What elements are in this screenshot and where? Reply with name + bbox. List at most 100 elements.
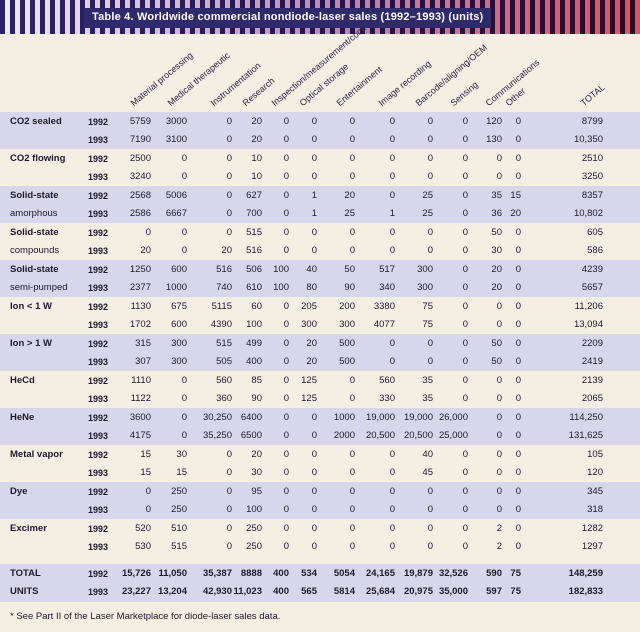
value-cell: 0 xyxy=(389,504,395,515)
year-cell: 1992 xyxy=(88,413,109,423)
table-row: 1993 23,227 13,204 42,930 11,023 400 565 5814 25… xyxy=(0,583,640,601)
value-cell: 0 xyxy=(226,504,232,515)
value-cell: 0 xyxy=(515,245,521,256)
column-headers: Material processing Medical therapeutic In… xyxy=(0,18,640,112)
value-cell: 0 xyxy=(145,504,151,515)
value-cell: 0 xyxy=(311,245,317,256)
value-cell: 0 xyxy=(496,449,502,460)
value-cell: 8357 xyxy=(581,190,603,201)
value-cell: 95 xyxy=(251,486,262,497)
value-cell: 0 xyxy=(226,171,232,182)
value-cell: 15 xyxy=(140,449,151,460)
value-cell: 0 xyxy=(427,153,433,164)
value-cell: 0 xyxy=(349,449,355,460)
value-cell: 0 xyxy=(226,467,232,478)
value-cell: 0 xyxy=(311,134,317,145)
value-cell: 0 xyxy=(311,504,317,515)
year-cell: 1993 xyxy=(88,172,109,182)
value-cell: 0 xyxy=(496,301,502,312)
value-cell: 0 xyxy=(349,171,355,182)
value-cell: 0 xyxy=(283,523,289,534)
value-cell: 0 xyxy=(515,486,521,497)
value-cell: 250 xyxy=(246,523,262,534)
value-cell: 20 xyxy=(491,282,502,293)
value-cell: 0 xyxy=(283,190,289,201)
value-cell: 100 xyxy=(246,504,262,515)
value-cell: 515 xyxy=(216,338,232,349)
table-row: 1992 1250 600 516 506 100 40 50 517 300 0 20 0 4239 So… xyxy=(0,261,640,279)
value-cell: 11,206 xyxy=(574,301,603,312)
value-cell: 675 xyxy=(171,301,187,312)
column-header: TOTAL xyxy=(578,82,607,108)
value-cell: 600 xyxy=(171,264,187,275)
value-cell: 75 xyxy=(510,586,521,597)
table-title: Table 4. Worldwide commercial nondiode-l… xyxy=(84,8,492,28)
value-cell: 0 xyxy=(349,541,355,552)
value-cell: 0 xyxy=(349,523,355,534)
value-cell: 40 xyxy=(422,449,433,460)
value-cell: 0 xyxy=(389,171,395,182)
table-row: 1993 2586 6667 0 700 0 1 25 1 25 0 36 20 10,802 amorph… xyxy=(0,205,640,223)
value-cell: 0 xyxy=(427,356,433,367)
value-cell: 20 xyxy=(306,338,317,349)
laser-type-label: Ion < 1 W xyxy=(10,301,52,312)
value-cell: 20,975 xyxy=(403,586,433,597)
year-cell: 1993 xyxy=(88,431,109,441)
table-row: 1993 1702 600 4390 100 0 300 300 4077 75 0 0 0 13,094 xyxy=(0,316,640,334)
value-cell: 510 xyxy=(171,523,187,534)
value-cell: 0 xyxy=(427,504,433,515)
value-cell: 0 xyxy=(427,134,433,145)
value-cell: 0 xyxy=(311,486,317,497)
value-cell: 0 xyxy=(311,467,317,478)
value-cell: 15 xyxy=(140,467,151,478)
value-cell: 130 xyxy=(486,134,502,145)
value-cell: 20,500 xyxy=(403,430,433,441)
value-cell: 400 xyxy=(273,586,289,597)
value-cell: 0 xyxy=(311,449,317,460)
value-cell: 0 xyxy=(515,467,521,478)
value-cell: 1702 xyxy=(129,319,151,330)
value-cell: 100 xyxy=(273,264,289,275)
value-cell: 0 xyxy=(496,153,502,164)
value-cell: 0 xyxy=(427,171,433,182)
value-cell: 565 xyxy=(301,586,317,597)
value-cell: 0 xyxy=(462,467,468,478)
value-cell: 25 xyxy=(344,208,355,219)
table-row: 1992 1130 675 5115 60 0 205 200 3380 75 0 0 0 11,206 I… xyxy=(0,298,640,316)
value-cell: 0 xyxy=(427,486,433,497)
year-cell: 1992 xyxy=(88,302,109,312)
table-row: 1993 530 515 0 250 0 0 0 0 0 0 2 0 1297 xyxy=(0,538,640,556)
value-cell: 100 xyxy=(273,282,289,293)
value-cell: 560 xyxy=(216,375,232,386)
laser-type-group: 1992 520 510 0 250 0 0 0 0 0 0 2 0 1282 Excimer 1993 530… xyxy=(0,519,640,556)
value-cell: 0 xyxy=(283,356,289,367)
value-cell: 5006 xyxy=(165,190,187,201)
value-cell: 315 xyxy=(135,338,151,349)
value-cell: 125 xyxy=(301,393,317,404)
value-cell: 0 xyxy=(181,153,187,164)
value-cell: 2139 xyxy=(581,375,603,386)
value-cell: 0 xyxy=(283,412,289,423)
value-cell: 300 xyxy=(417,282,433,293)
value-cell: 740 xyxy=(216,282,232,293)
value-cell: 2586 xyxy=(129,208,151,219)
value-cell: 20 xyxy=(491,264,502,275)
laser-type-label: semi-pumped xyxy=(10,282,68,293)
value-cell: 0 xyxy=(462,338,468,349)
year-cell: 1993 xyxy=(88,394,109,404)
value-cell: 499 xyxy=(246,338,262,349)
table-row: 1993 1122 0 360 90 0 125 0 330 35 0 0 0 2065 xyxy=(0,390,640,408)
value-cell: 0 xyxy=(349,393,355,404)
value-cell: 148,259 xyxy=(568,568,603,579)
value-cell: 534 xyxy=(301,568,317,579)
value-cell: 250 xyxy=(171,504,187,515)
value-cell: 10 xyxy=(251,153,262,164)
value-cell: 360 xyxy=(216,393,232,404)
value-cell: 0 xyxy=(462,356,468,367)
laser-type-group: 1992 0 250 0 95 0 0 0 0 0 0 0 0 345 Dye 1993 0 250 0 100 0 0 0… xyxy=(0,482,640,519)
value-cell: 25 xyxy=(422,190,433,201)
value-cell: 0 xyxy=(349,153,355,164)
value-cell: 42,930 xyxy=(202,586,232,597)
value-cell: 0 xyxy=(311,153,317,164)
value-cell: 0 xyxy=(515,319,521,330)
